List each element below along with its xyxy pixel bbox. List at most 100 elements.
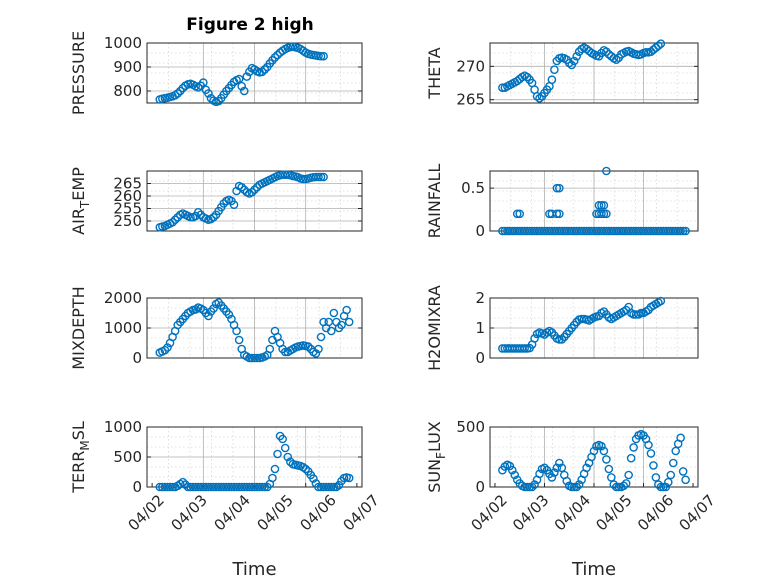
data-point [547,75,557,84]
y-label-main: SUN [425,459,444,493]
x-axis-label: Time [231,559,276,580]
data-point [602,455,611,464]
y-label-subscript: F [434,452,448,459]
axes-box [489,42,699,104]
y-label-suffix: SL [69,421,88,440]
data-point [160,345,170,355]
data-point [557,335,567,344]
data-point [629,443,638,452]
y-axis-label: MIXDEPTH [69,286,88,369]
data-point [265,344,275,354]
data-point [663,477,673,487]
data-point [550,468,559,477]
subplot-2: 265 270 THETA [425,39,699,109]
y-label-subscript: M [78,440,92,450]
data-point [574,480,584,489]
data-point [229,200,239,210]
y-tick-label: 1000 [104,34,142,52]
y-label-main: H2OMIXRA [425,285,444,371]
data-point [311,349,321,358]
data-point [661,482,671,492]
data-point [344,473,354,483]
y-axis-label: TERRMSL [69,421,92,494]
data-point [270,53,280,62]
data-point [681,475,690,485]
data-point [535,94,544,103]
y-axis-label: THETA [425,47,444,99]
data-point [666,470,676,480]
data-point [567,482,577,492]
data-point [678,467,688,476]
y-label-main: PRESSURE [69,31,88,115]
data-point [564,58,574,68]
data-point [555,183,564,193]
data-point [257,482,267,492]
data-point [597,200,606,210]
data-point [280,443,290,453]
data-series [155,298,354,363]
data-point [562,476,572,486]
data-point [599,200,609,210]
data-point [646,449,656,458]
data-point [532,92,542,101]
figure-title: Figure 2 high [186,15,314,35]
data-point [614,482,624,492]
y-tick-label: 270 [456,57,485,75]
data-point [522,72,532,82]
data-point [260,65,270,74]
data-point [316,51,326,61]
data-point [283,452,293,462]
y-tick-label: 0 [475,349,485,367]
y-tick-label: 2 [475,289,485,307]
data-point [319,51,328,61]
data-point [555,335,564,344]
data-point [170,215,180,225]
data-point [525,482,534,492]
data-point [644,440,653,450]
data-point [270,464,280,474]
data-point [676,226,685,236]
data-point [329,308,339,318]
data-point [237,182,247,192]
y-tick-label: 500 [113,448,142,466]
data-point [234,74,244,84]
data-point [326,482,336,492]
data-point [326,326,336,336]
data-point [232,326,241,336]
data-point [607,473,616,482]
data-point [654,480,663,489]
data-point [199,78,208,87]
data-point [624,470,633,480]
data-series [155,170,328,232]
y-tick-label: 2000 [104,289,142,307]
data-point [520,344,529,353]
x-axis-label: Time [571,559,616,580]
data-point [530,334,539,343]
data-point [602,166,611,176]
data-point [204,89,213,98]
y-label-main: TERR [69,451,88,494]
data-point [316,172,326,182]
data-point [552,183,562,193]
data-point [599,446,609,456]
data-point [656,39,666,48]
data-point [204,311,213,321]
data-point [527,482,537,492]
data-point [535,469,544,479]
data-point [303,342,313,351]
data-point [515,209,525,219]
y-axis-label: SUNFLUX [425,421,448,493]
y-label-subscript: T [78,200,92,209]
data-point [654,41,663,50]
data-point [181,480,190,489]
data-point [193,207,203,217]
data-point [611,55,621,64]
y-tick-label: 1000 [104,319,142,337]
data-point [597,209,606,219]
data-point [168,482,177,492]
data-point [540,463,549,473]
data-point [178,477,188,487]
data-point [547,473,557,482]
data-point [678,226,688,236]
